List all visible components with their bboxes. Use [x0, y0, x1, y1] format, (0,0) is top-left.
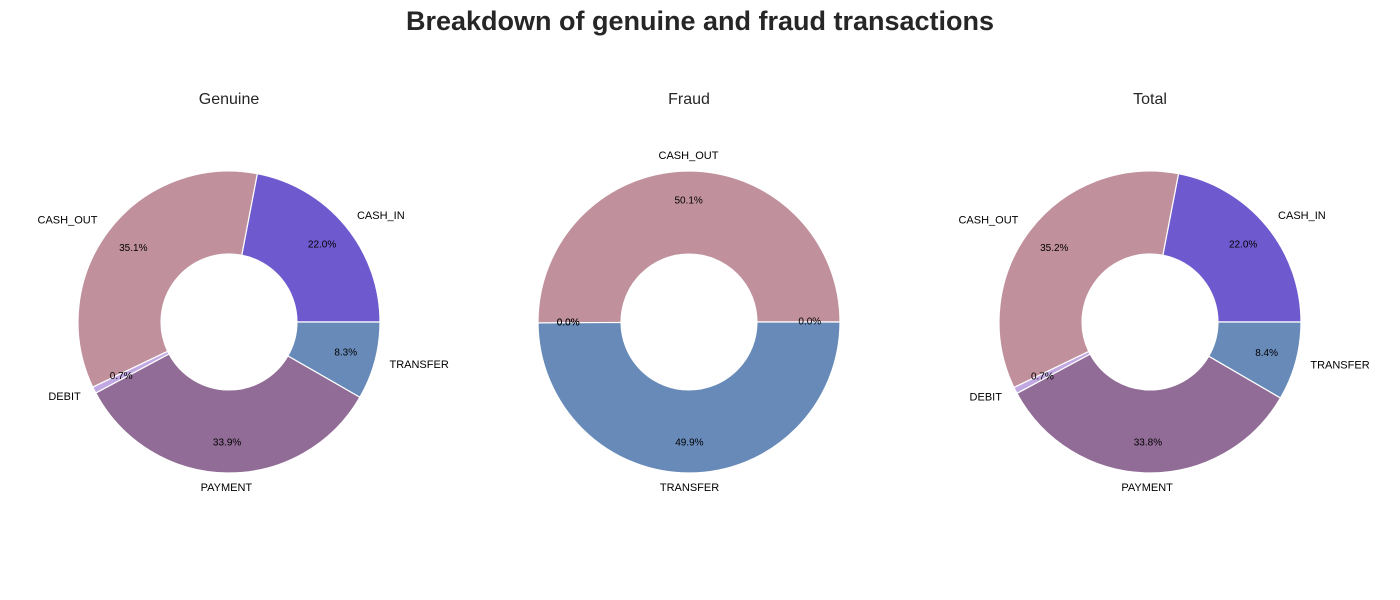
slice-cash-out-category-label: CASH_OUT [958, 215, 1018, 227]
slice-cash-in-category-label: CASH_IN [1278, 210, 1326, 222]
slice-cash-out [77, 170, 258, 388]
total-donut-chart: Total 22.0% CASH_IN 35.2% CASH_OUT 0.7% DEBIT… [958, 91, 1369, 494]
slice-payment [94, 353, 361, 474]
figure-title: Breakdown of genuine and fraud transacti… [405, 6, 995, 36]
slice-debit-category-label: DEBIT [48, 391, 81, 403]
slice-transfer-percent-label: 8.4% [1255, 348, 1278, 359]
slice-transfer [1207, 321, 1302, 399]
genuine-donut-chart: Genuine 22.0% CASH_IN 35.1% CASH_OUT 0.7% DEB… [38, 91, 449, 494]
slice-cash-in [241, 172, 381, 323]
slice-cash-in-percent-label: 22.0% [308, 239, 336, 250]
slice-cash-out-category-label: CASH_OUT [38, 215, 98, 227]
slice-debit-percent-label: 0.7% [1031, 371, 1054, 382]
slice-cash-in-percent-label: 22.0% [1229, 240, 1257, 251]
slice-cash-out-category-label: CASH_OUT [659, 150, 719, 162]
slice-transfer-category-label: TRANSFER [389, 359, 448, 371]
slice-debit-category-label: DEBIT [970, 391, 1003, 403]
slice-cash-out [537, 170, 841, 324]
slice-item-3-percent-label: 0.0% [557, 317, 580, 328]
slice-transfer-category-label: TRANSFER [660, 482, 719, 494]
slice-payment [1016, 353, 1282, 474]
slice-transfer [537, 321, 841, 474]
chart-title-genuine: Genuine [199, 91, 260, 108]
slice-cash-out-percent-label: 35.2% [1040, 243, 1068, 254]
slice-cash-out-percent-label: 50.1% [674, 196, 702, 207]
slice-transfer-category-label: TRANSFER [1310, 359, 1369, 371]
slice-cash-out-percent-label: 35.1% [119, 243, 147, 254]
chart-title-fraud: Fraud [668, 91, 710, 108]
slice-cash-in [1162, 173, 1302, 323]
slice-cash-in-category-label: CASH_IN [357, 210, 405, 222]
slice-transfer-percent-label: 8.3% [334, 348, 357, 359]
slice-transfer-percent-label: 49.9% [675, 437, 703, 448]
slice-transfer [287, 321, 381, 399]
slice-payment-percent-label: 33.8% [1134, 437, 1162, 448]
slice-payment-percent-label: 33.9% [213, 437, 241, 448]
chart-title-total: Total [1133, 91, 1167, 108]
slice-debit-percent-label: 0.7% [110, 371, 133, 382]
fraud-donut-chart: Fraud 0.0%50.1%CASH_OUT0.0%0.0%49.9%TRAN… [537, 91, 841, 494]
slice-payment-category-label: PAYMENT [201, 482, 253, 494]
slice-payment-category-label: PAYMENT [1121, 482, 1173, 494]
slice-item-0-percent-label: 0.0% [798, 317, 821, 328]
slice-item-2-percent-label: 0.0% [557, 317, 580, 328]
slice-cash-out [998, 170, 1180, 389]
